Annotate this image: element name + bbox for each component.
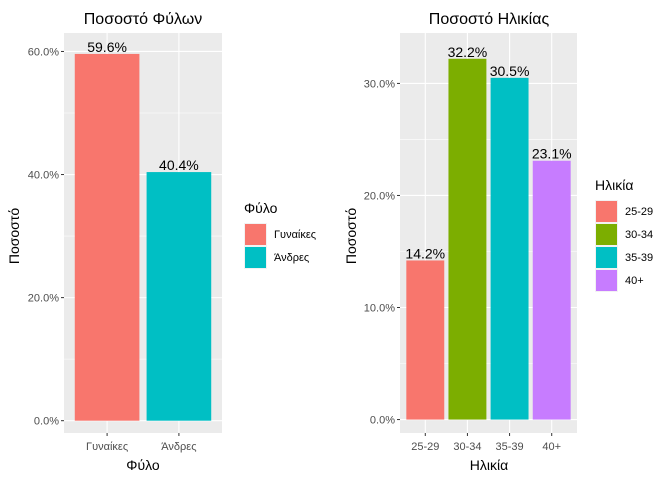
age-bar bbox=[448, 58, 487, 420]
gender-legend-title: Φύλο bbox=[244, 200, 278, 216]
age-legend-swatch bbox=[596, 201, 617, 222]
age-x-axis-label: Ηλικία bbox=[470, 457, 508, 473]
gender-y-tick-label: 20.0% bbox=[28, 293, 59, 305]
age-legend-entry: 30-34 bbox=[625, 229, 653, 241]
age-legend-swatch bbox=[596, 270, 617, 291]
age-bar-label: 14.2% bbox=[405, 245, 445, 261]
age-bar bbox=[532, 160, 571, 420]
gender-x-axis-label: Φύλο bbox=[126, 457, 160, 473]
gender-chart-title: Ποσοστό Φύλων bbox=[84, 11, 203, 28]
age-bar bbox=[490, 77, 529, 420]
gender-y-tick-label: 40.0% bbox=[28, 170, 59, 182]
age-x-tick-label: 30-34 bbox=[453, 441, 481, 453]
gender-bar-label: 59.6% bbox=[87, 39, 127, 55]
age-y-tick-label: 0.0% bbox=[370, 415, 395, 427]
age-y-tick-label: 30.0% bbox=[364, 78, 395, 90]
age-bar-label: 23.1% bbox=[532, 146, 572, 162]
gender-legend-swatch bbox=[245, 224, 266, 245]
gender-legend-entry: Άνδρες bbox=[274, 252, 309, 264]
gender-legend-swatch bbox=[245, 247, 266, 268]
gender-legend: Φύλο Γυναίκες Άνδρες bbox=[244, 200, 316, 269]
gender-chart: Ποσοστό Φύλων 59.6% 40.4% 0.0% 20.0% 40.0% 6… bbox=[6, 11, 316, 473]
age-y-tick-label: 20.0% bbox=[364, 190, 395, 202]
age-bar bbox=[406, 260, 445, 420]
age-legend-entry: 40+ bbox=[625, 275, 644, 287]
age-chart: Ποσοστό Ηλικίας 14.2% 32.2%30.5% 23.1% 0.0… bbox=[343, 11, 653, 473]
age-bar-label: 30.5% bbox=[490, 63, 530, 79]
gender-y-tick-label: 60.0% bbox=[28, 46, 59, 58]
age-chart-title: Ποσοστό Ηλικίας bbox=[429, 11, 550, 28]
age-legend-swatch bbox=[596, 247, 617, 268]
age-legend: Ηλικία 25-29 30-34 35-39 40+ bbox=[595, 177, 653, 292]
gender-x-tick-label: Γυναίκες bbox=[86, 441, 128, 453]
gender-y-tick-label: 0.0% bbox=[34, 416, 59, 428]
gender-bar bbox=[146, 172, 212, 421]
age-x-tick-label: 40+ bbox=[542, 441, 561, 453]
age-y-tick-label: 10.0% bbox=[364, 303, 395, 315]
age-legend-title: Ηλικία bbox=[595, 177, 633, 193]
age-bar-label: 32.2% bbox=[448, 44, 488, 60]
gender-y-axis-label: Ποσοστό bbox=[6, 208, 22, 264]
gender-bar-label: 40.4% bbox=[159, 157, 199, 173]
age-legend-entry: 25-29 bbox=[625, 206, 653, 218]
age-legend-swatch bbox=[596, 224, 617, 245]
gender-legend-entry: Γυναίκες bbox=[274, 229, 316, 241]
age-y-axis-label: Ποσοστό bbox=[343, 208, 359, 264]
age-legend-entry: 35-39 bbox=[625, 252, 653, 264]
gender-x-tick-label: Άνδρες bbox=[161, 441, 196, 453]
age-x-tick-label: 25-29 bbox=[411, 441, 439, 453]
age-x-tick-label: 35-39 bbox=[496, 441, 524, 453]
gender-bar bbox=[74, 53, 140, 421]
